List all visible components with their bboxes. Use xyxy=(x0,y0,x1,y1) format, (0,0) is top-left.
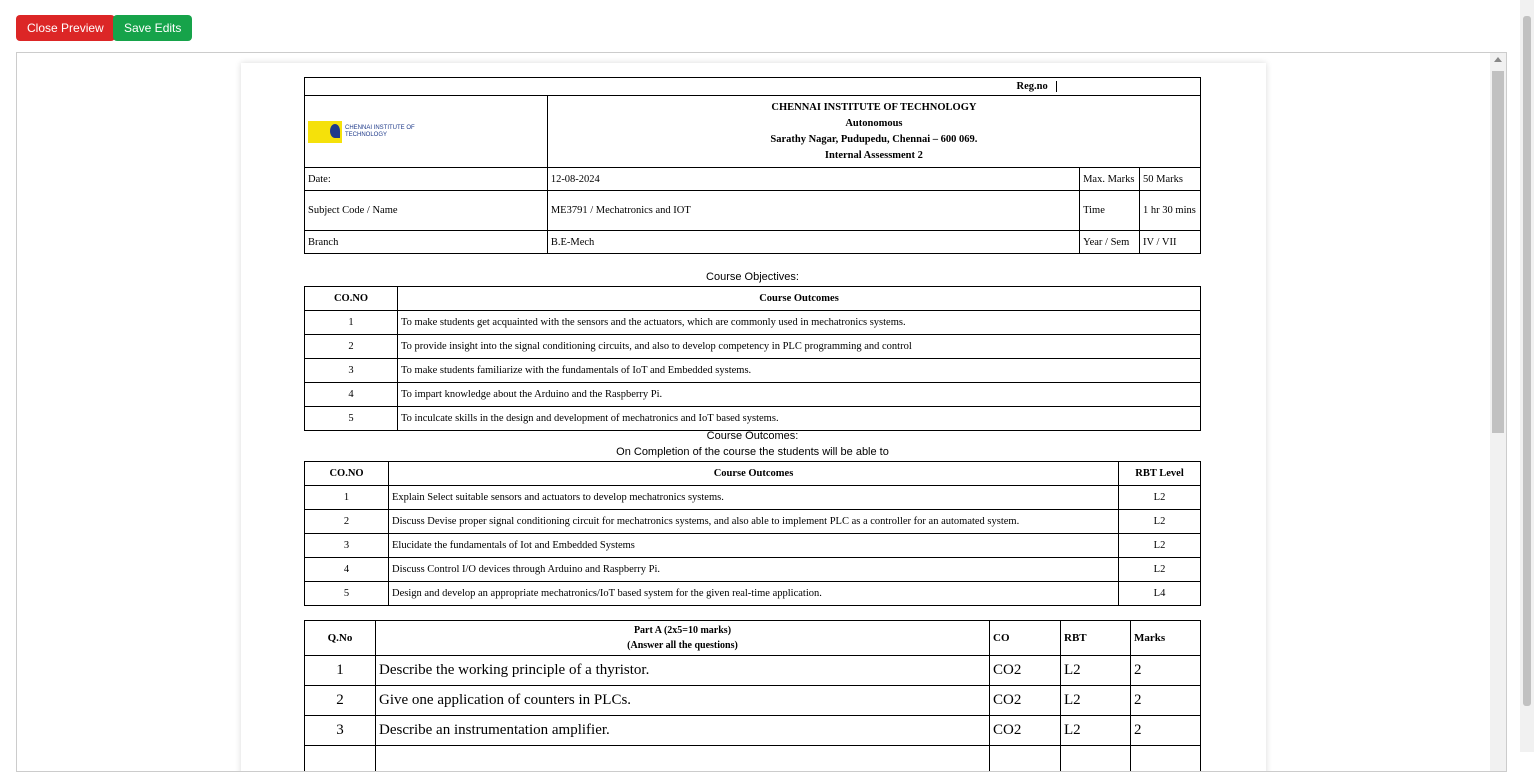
exam-name: Internal Assessment 2 xyxy=(551,148,1197,164)
institute-logo: CHENNAI INSTITUTE OF TECHNOLOGY xyxy=(305,96,548,168)
cell-no: 5 xyxy=(305,582,389,606)
cell-no: 2 xyxy=(305,335,398,359)
subject-value: ME3791 / Mechatronics and IOT xyxy=(547,191,1079,231)
date-label: Date: xyxy=(305,168,548,191)
cell-no: 4 xyxy=(305,383,398,407)
cell-rbt: L2 xyxy=(1061,656,1131,686)
max-marks-value: 50 Marks xyxy=(1140,168,1201,191)
cell-co: CO2 xyxy=(990,656,1061,686)
save-edits-button[interactable]: Save Edits xyxy=(113,15,192,41)
cell-text: To inculcate skills in the design and de… xyxy=(398,407,1201,431)
exam-paper: Reg.no CHENNAI INSTITUTE OF TECHNOLOGY C… xyxy=(241,63,1266,772)
time-value: 1 hr 30 mins xyxy=(1140,191,1201,231)
cell-text: Give one application of counters in PLCs… xyxy=(376,686,990,716)
scroll-up-icon[interactable] xyxy=(1494,57,1502,62)
cell-marks: 2 xyxy=(1131,716,1201,746)
cell-no: 5 xyxy=(305,407,398,431)
col-header: Q.No xyxy=(305,621,376,656)
branch-label: Branch xyxy=(305,231,548,254)
cell-text: To make students get acquainted with the… xyxy=(398,311,1201,335)
part-a-title: Part A (2x5=10 marks) xyxy=(379,623,986,638)
cell-no: 3 xyxy=(305,359,398,383)
institute-name: CHENNAI INSTITUTE OF TECHNOLOGY xyxy=(551,100,1197,116)
cell-text: Design and develop an appropriate mechat… xyxy=(389,582,1119,606)
col-header: Course Outcomes xyxy=(398,287,1201,311)
year-value: IV / VII xyxy=(1140,231,1201,254)
cell-text: Elucidate the fundamentals of Iot and Em… xyxy=(389,534,1119,558)
part-a-table: Q.No Part A (2x5=10 marks)(Answer all th… xyxy=(304,620,1201,772)
max-marks-label: Max. Marks xyxy=(1080,168,1140,191)
cell-rbt: L2 xyxy=(1119,510,1201,534)
close-preview-button[interactable]: Close Preview xyxy=(16,15,115,41)
cell-text: To make students familiarize with the fu… xyxy=(398,359,1201,383)
header-table: Reg.no CHENNAI INSTITUTE OF TECHNOLOGY C… xyxy=(304,77,1201,254)
col-header: CO.NO xyxy=(305,462,389,486)
cell-marks: 2 xyxy=(1131,686,1201,716)
branch-value: B.E-Mech xyxy=(547,231,1079,254)
cell-marks: 2 xyxy=(1131,656,1201,686)
institute-status: Autonomous xyxy=(551,116,1197,132)
table-row xyxy=(305,746,1201,772)
cell-co: CO2 xyxy=(990,686,1061,716)
cell-rbt: L2 xyxy=(1061,686,1131,716)
col-header: Marks xyxy=(1131,621,1201,656)
reg-no-label: Reg.no xyxy=(305,78,1201,96)
cell-no: 3 xyxy=(305,716,376,746)
cell-text: Describe an instrumentation amplifier. xyxy=(376,716,990,746)
cell-rbt: L2 xyxy=(1119,486,1201,510)
col-header: Course Outcomes xyxy=(389,462,1119,486)
col-header: RBT Level xyxy=(1119,462,1201,486)
cell-no: 4 xyxy=(305,558,389,582)
cell-text: Discuss Devise proper signal conditionin… xyxy=(389,510,1119,534)
cell-rbt: L2 xyxy=(1061,716,1131,746)
institute-address: Sarathy Nagar, Pudupedu, Chennai – 600 0… xyxy=(551,132,1197,148)
time-label: Time xyxy=(1080,191,1140,231)
cell-no: 1 xyxy=(305,311,398,335)
part-a-subtitle: (Answer all the questions) xyxy=(379,638,986,653)
cell-rbt: L2 xyxy=(1119,558,1201,582)
col-header: RBT xyxy=(1061,621,1131,656)
cell-text: To provide insight into the signal condi… xyxy=(398,335,1201,359)
page-scrollbar[interactable] xyxy=(1520,0,1534,752)
cell-no: 2 xyxy=(305,686,376,716)
cell-no: 3 xyxy=(305,534,389,558)
cell-rbt: L2 xyxy=(1119,534,1201,558)
preview-scrollbar[interactable] xyxy=(1490,53,1506,771)
cell-text: Describe the working principle of a thyr… xyxy=(376,656,990,686)
col-header: CO.NO xyxy=(305,287,398,311)
cell-no: 1 xyxy=(305,656,376,686)
cell-no: 1 xyxy=(305,486,389,510)
col-header: CO xyxy=(990,621,1061,656)
cell-co: CO2 xyxy=(990,716,1061,746)
objectives-title: Course Objectives: xyxy=(304,271,1201,283)
date-value: 12-08-2024 xyxy=(547,168,1079,191)
cell-text: Explain Select suitable sensors and actu… xyxy=(389,486,1119,510)
outcomes-subtitle: On Completion of the course the students… xyxy=(304,446,1201,458)
cell-no: 2 xyxy=(305,510,389,534)
preview-frame: Reg.no CHENNAI INSTITUTE OF TECHNOLOGY C… xyxy=(16,52,1507,772)
cell-rbt: L4 xyxy=(1119,582,1201,606)
cell-text: To impart knowledge about the Arduino an… xyxy=(398,383,1201,407)
cell-text: Discuss Control I/O devices through Ardu… xyxy=(389,558,1119,582)
outcomes-title: Course Outcomes: xyxy=(304,430,1201,442)
subject-label: Subject Code / Name xyxy=(305,191,548,231)
year-label: Year / Sem xyxy=(1080,231,1140,254)
